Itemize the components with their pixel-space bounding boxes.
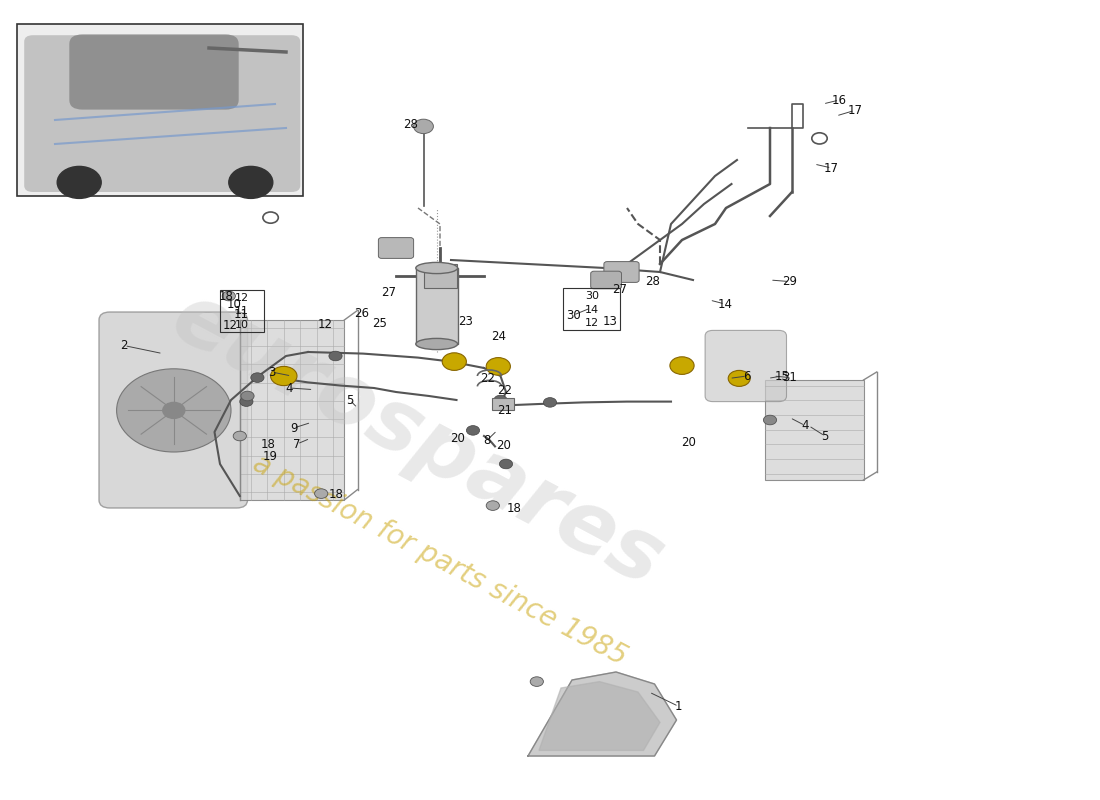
Text: 4: 4 <box>286 382 293 394</box>
Text: 2: 2 <box>121 339 128 352</box>
Circle shape <box>494 395 507 405</box>
Bar <box>220 290 264 332</box>
Polygon shape <box>528 672 676 756</box>
Text: 14: 14 <box>717 298 733 310</box>
Text: 28: 28 <box>403 118 418 130</box>
Text: a passion for parts since 1985: a passion for parts since 1985 <box>249 449 631 671</box>
Text: 17: 17 <box>824 162 839 174</box>
Circle shape <box>543 398 557 407</box>
Text: 1: 1 <box>675 700 682 713</box>
Text: 5: 5 <box>346 394 353 406</box>
Circle shape <box>315 489 328 498</box>
Text: 8: 8 <box>484 434 491 446</box>
Circle shape <box>240 397 253 406</box>
Text: 27: 27 <box>612 283 627 296</box>
Text: 10: 10 <box>235 320 249 330</box>
Text: 20: 20 <box>496 439 512 452</box>
Circle shape <box>763 415 777 425</box>
Circle shape <box>329 351 342 361</box>
Circle shape <box>251 373 264 382</box>
Text: 11: 11 <box>233 308 249 321</box>
Circle shape <box>499 459 513 469</box>
Text: 7: 7 <box>294 438 300 450</box>
Ellipse shape <box>416 262 458 274</box>
Text: 9: 9 <box>290 422 297 434</box>
Text: 25: 25 <box>372 317 387 330</box>
Text: 13: 13 <box>603 315 618 328</box>
Text: 14: 14 <box>585 305 598 314</box>
Circle shape <box>670 357 694 374</box>
Bar <box>16 24 302 196</box>
Text: 22: 22 <box>497 384 513 397</box>
Text: 16: 16 <box>832 94 847 106</box>
Circle shape <box>241 391 254 401</box>
Text: 20: 20 <box>450 432 465 445</box>
Text: 26: 26 <box>354 307 370 320</box>
Circle shape <box>233 431 246 441</box>
Circle shape <box>442 353 466 370</box>
Bar <box>764 380 864 480</box>
Circle shape <box>486 358 510 375</box>
Circle shape <box>414 119 433 134</box>
Text: 23: 23 <box>458 315 473 328</box>
Circle shape <box>486 501 499 510</box>
Circle shape <box>57 166 101 198</box>
Text: 4: 4 <box>802 419 808 432</box>
FancyBboxPatch shape <box>604 262 639 282</box>
Text: 18: 18 <box>329 488 344 501</box>
Text: 5: 5 <box>822 430 828 442</box>
Text: 31: 31 <box>782 371 797 384</box>
Text: 29: 29 <box>782 275 797 288</box>
Text: 18: 18 <box>506 502 521 514</box>
FancyBboxPatch shape <box>69 34 239 110</box>
Polygon shape <box>539 682 660 750</box>
Text: 18: 18 <box>261 438 276 450</box>
Text: 28: 28 <box>645 275 660 288</box>
FancyBboxPatch shape <box>99 312 248 508</box>
Text: 21: 21 <box>497 404 513 417</box>
Ellipse shape <box>416 338 458 350</box>
Text: 10: 10 <box>227 298 242 310</box>
Text: 19: 19 <box>263 450 278 462</box>
FancyBboxPatch shape <box>378 238 414 258</box>
Bar <box>240 320 344 500</box>
FancyBboxPatch shape <box>705 330 786 402</box>
Text: 18: 18 <box>219 290 234 302</box>
Circle shape <box>117 369 231 452</box>
Text: 15: 15 <box>774 370 790 382</box>
Circle shape <box>229 166 273 198</box>
Text: 12: 12 <box>222 319 238 332</box>
Text: 30: 30 <box>585 291 598 301</box>
Circle shape <box>728 370 750 386</box>
Bar <box>492 398 514 410</box>
Bar <box>563 288 620 330</box>
Circle shape <box>222 291 235 301</box>
Text: 20: 20 <box>681 436 696 449</box>
Text: 12: 12 <box>318 318 333 330</box>
Text: 22: 22 <box>480 372 495 385</box>
Circle shape <box>530 677 543 686</box>
Text: 24: 24 <box>491 330 506 342</box>
FancyBboxPatch shape <box>24 35 300 192</box>
Text: eurospares: eurospares <box>158 275 678 605</box>
Text: 17: 17 <box>847 104 862 117</box>
Text: 6: 6 <box>744 370 750 382</box>
Text: 30: 30 <box>565 309 581 322</box>
Circle shape <box>163 402 185 418</box>
Circle shape <box>271 366 297 386</box>
Bar <box>424 264 456 288</box>
Text: 12: 12 <box>235 293 249 302</box>
FancyBboxPatch shape <box>591 271 622 289</box>
Text: 12: 12 <box>585 318 598 328</box>
Text: 11: 11 <box>235 306 249 316</box>
Text: 3: 3 <box>268 366 275 378</box>
Circle shape <box>450 355 463 365</box>
Bar <box>416 268 458 344</box>
Text: 27: 27 <box>381 286 396 298</box>
Circle shape <box>466 426 480 435</box>
